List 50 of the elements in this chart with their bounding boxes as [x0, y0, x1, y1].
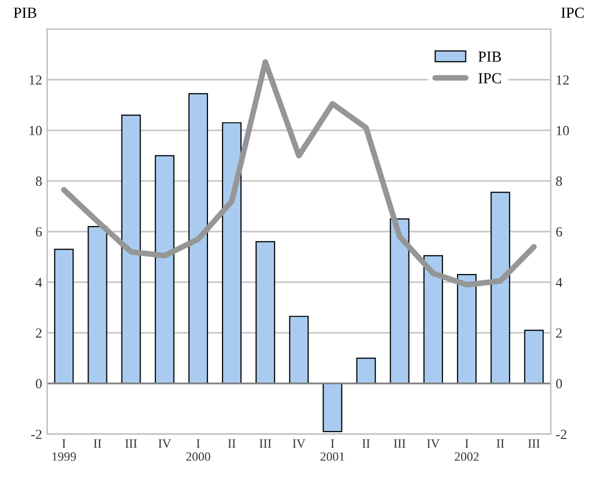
y-tick-label: 6	[36, 227, 42, 237]
y-tick-label: 8	[36, 176, 42, 186]
bar	[188, 93, 208, 384]
x-tick-label: III	[528, 439, 540, 448]
bar	[390, 218, 410, 384]
bar	[154, 155, 174, 384]
y2-tick-label: 10	[556, 126, 569, 136]
bar	[490, 192, 510, 384]
bar	[456, 274, 477, 384]
legend-label: PIB	[478, 52, 501, 62]
x-tick-label: I 2002	[454, 439, 479, 461]
bar	[121, 114, 141, 384]
x-tick-label: II	[228, 439, 236, 448]
x-tick-label: IV	[292, 439, 306, 448]
bar	[322, 382, 342, 432]
y-tick-label: -2	[31, 430, 42, 439]
y2-axis-title: IPC	[561, 8, 584, 18]
y2-tick-label: 4	[556, 278, 562, 288]
y-tick-label: 4	[36, 278, 42, 288]
y2-tick-label: 6	[556, 227, 562, 237]
y2-tick-label: -2	[556, 430, 566, 439]
x-tick-label: I 2001	[320, 439, 344, 461]
x-tick-label: II	[496, 439, 504, 448]
x-tick-label: IV	[158, 439, 172, 448]
x-tick-label: IV	[427, 439, 440, 448]
y2-tick-label: 0	[556, 379, 562, 388]
y2-tick-label: 12	[556, 75, 569, 85]
bar	[356, 358, 376, 384]
y2-tick-label: 2	[556, 328, 562, 338]
bar	[88, 226, 108, 384]
y-tick-label: 10	[30, 126, 42, 136]
legend-label: IPC	[478, 73, 501, 84]
y-tick-label: 12	[30, 75, 42, 85]
x-tick-label: III	[125, 439, 137, 448]
y-tick-label: 0	[36, 379, 42, 388]
x-tick-label: I 2000	[186, 439, 210, 461]
bar	[256, 241, 276, 384]
bar	[423, 255, 443, 384]
y-axis-title: PIB	[14, 8, 36, 18]
x-tick-label: II	[94, 439, 102, 448]
bar	[222, 122, 242, 384]
x-tick-label: II	[362, 439, 370, 448]
bar	[54, 248, 74, 384]
x-tick-label: III	[260, 439, 272, 448]
y2-tick-label: 8	[556, 176, 562, 186]
bar	[524, 330, 544, 384]
y-tick-label: 2	[36, 328, 42, 338]
bar	[289, 316, 309, 384]
x-tick-label: I 1999	[52, 439, 76, 461]
x-tick-label: III	[394, 439, 406, 448]
